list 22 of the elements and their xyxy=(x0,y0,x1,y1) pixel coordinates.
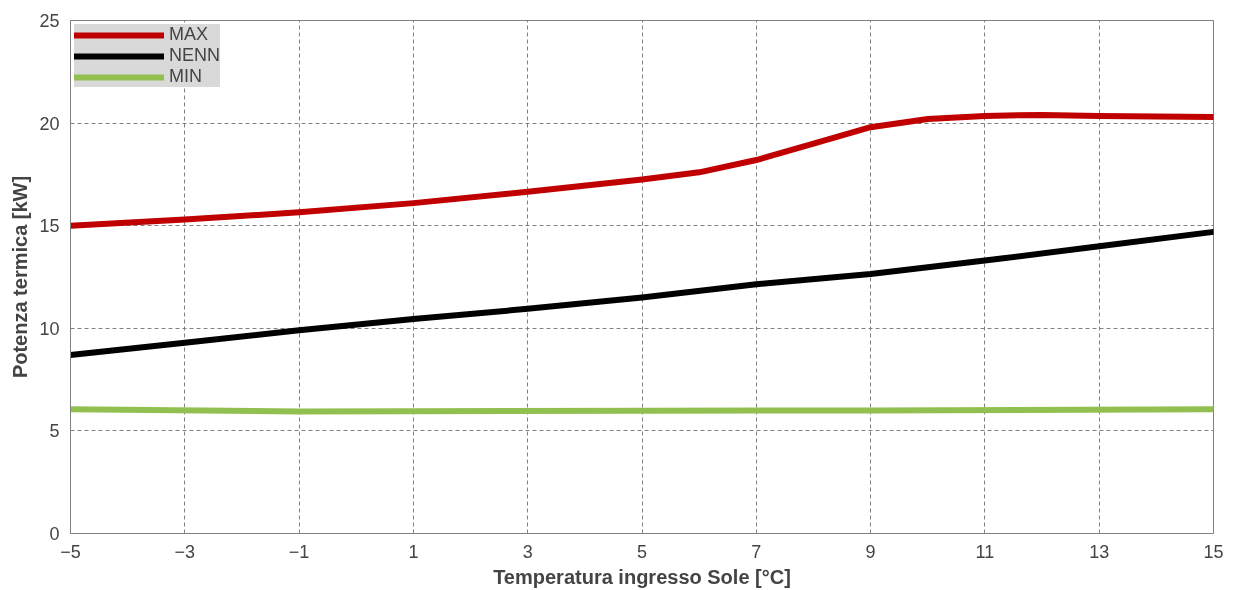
y-tick-label: 10 xyxy=(39,318,60,339)
x-tick-label: 1 xyxy=(408,541,419,562)
x-tick-label: −1 xyxy=(288,541,310,562)
x-tick-label: −5 xyxy=(60,541,81,562)
legend-label: NENN xyxy=(169,45,221,66)
y-tick-label: 0 xyxy=(49,524,60,544)
y-tick-label: 5 xyxy=(49,421,60,442)
x-tick-label: 15 xyxy=(1203,541,1224,562)
x-tick-label: 7 xyxy=(751,541,762,562)
x-tick-label: 5 xyxy=(636,541,648,562)
x-tick-label: 3 xyxy=(522,541,533,562)
y-tick-label: 25 xyxy=(39,11,60,31)
x-tick-label: −3 xyxy=(174,541,196,562)
x-tick-label: 13 xyxy=(1089,541,1110,562)
legend-label: MAX xyxy=(169,24,209,45)
x-axis-title: Temperatura ingresso Sole [°C] xyxy=(493,565,791,588)
x-tick-label: 11 xyxy=(975,541,995,562)
y-axis-title: Potenza termica [kW] xyxy=(9,175,32,379)
y-tick-label: 20 xyxy=(39,113,60,134)
legend-label: MIN xyxy=(169,66,202,87)
x-tick-label: 9 xyxy=(865,541,876,562)
y-tick-label: 15 xyxy=(39,216,60,237)
